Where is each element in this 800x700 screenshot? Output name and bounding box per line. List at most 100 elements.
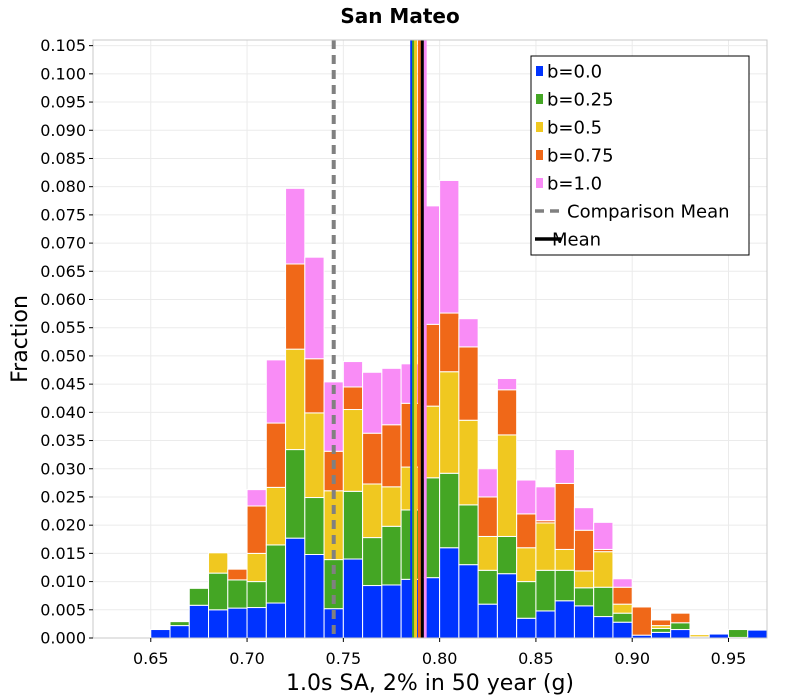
- bar-segment: [285, 449, 306, 539]
- bar-segment: [650, 619, 672, 627]
- legend-label: b=0.5: [547, 118, 602, 139]
- bar-segment: [612, 621, 633, 639]
- bar-segment: [747, 629, 768, 639]
- bar-segment: [246, 607, 267, 639]
- bar-segment: [342, 490, 364, 560]
- bar-segment: [573, 605, 595, 639]
- bar-segment: [612, 603, 633, 614]
- x-tick-label: 0.90: [614, 649, 650, 668]
- legend-label: b=0.25: [547, 90, 614, 111]
- bar-segment: [381, 367, 402, 426]
- x-axis-label: 1.0s SA, 2% in 50 year (g): [286, 671, 574, 696]
- bar-segment: [381, 486, 402, 527]
- bar-segment: [573, 507, 595, 531]
- bar-segment: [208, 609, 229, 639]
- x-tick-label: 0.70: [229, 649, 265, 668]
- bar-segment: [554, 482, 575, 550]
- bar-segment: [689, 634, 710, 638]
- bar-segment: [169, 621, 190, 627]
- bar-segment: [593, 551, 614, 588]
- bar-segment: [439, 547, 460, 639]
- bar-segment: [304, 554, 325, 639]
- bar-segment: [612, 586, 633, 605]
- bar-segment: [458, 564, 479, 639]
- bar-segment: [246, 552, 267, 583]
- bar-segment: [554, 569, 575, 602]
- bar-segment: [477, 496, 498, 537]
- bar-segment: [670, 622, 691, 631]
- bar-segment: [477, 603, 498, 639]
- bar-segment: [342, 361, 364, 388]
- bar-segment: [265, 544, 287, 604]
- y-tick-label: 0.075: [40, 205, 86, 224]
- bar-segment: [342, 386, 364, 411]
- bar-segment: [593, 586, 614, 618]
- x-tick-label: 0.80: [422, 649, 458, 668]
- y-tick-label: 0.010: [40, 572, 86, 591]
- bar-segment: [496, 434, 518, 537]
- bar-segment: [304, 412, 325, 499]
- legend: b=0.0 b=0.25 b=0.5 b=0.75 b=1.0 Comparison Me…: [530, 55, 750, 256]
- y-tick-label: 0.050: [40, 346, 86, 365]
- y-tick-label: 0.015: [40, 544, 86, 563]
- bar-segment: [304, 358, 325, 414]
- y-tick-label: 0.040: [40, 403, 86, 422]
- bar-segment: [227, 579, 248, 609]
- bar-segment: [612, 578, 633, 588]
- y-axis-label: Fraction: [8, 295, 33, 383]
- bar-segment: [573, 529, 595, 572]
- bar-segment: [342, 558, 364, 639]
- bar-segment: [516, 513, 537, 549]
- chart-title: San Mateo: [340, 4, 459, 28]
- bar-segment: [573, 570, 595, 589]
- bar-segment: [554, 548, 575, 571]
- y-tick-label: 0.060: [40, 290, 86, 309]
- legend-swatch: [536, 150, 543, 160]
- bar-segment: [227, 568, 248, 581]
- bar-segment: [458, 318, 479, 348]
- bar-segment: [439, 179, 460, 314]
- bar-segment: [535, 522, 556, 571]
- bar-segment: [708, 633, 729, 639]
- bar-segment: [554, 600, 575, 639]
- bar-segment: [381, 525, 402, 586]
- bar-segment: [516, 479, 537, 515]
- bar-segment: [593, 616, 614, 639]
- y-tick-label: 0.095: [40, 93, 86, 112]
- bar-segment: [631, 606, 652, 636]
- bar-segment: [188, 604, 210, 639]
- bar-segment: [458, 504, 479, 566]
- bar-segment: [477, 569, 498, 605]
- bar-segment: [265, 602, 287, 639]
- legend-label: Comparison Mean: [567, 202, 730, 223]
- y-tick-label: 0.035: [40, 431, 86, 450]
- y-tick-label: 0.000: [40, 629, 86, 648]
- bar-segment: [727, 629, 749, 638]
- bar-segment: [381, 584, 402, 639]
- bar-segment: [285, 537, 306, 639]
- bar-segment: [670, 629, 691, 639]
- bar-segment: [439, 312, 460, 373]
- legend-label: b=1.0: [547, 174, 602, 195]
- y-tick-label: 0.085: [40, 149, 86, 168]
- bar-segment: [535, 486, 556, 522]
- bar-segment: [535, 569, 556, 612]
- bar-segment: [246, 581, 267, 609]
- bar-segment: [362, 371, 383, 434]
- bar-segment: [650, 631, 672, 639]
- plot-frame: [92, 39, 768, 639]
- bar-segment: [208, 552, 229, 574]
- bar-segment: [496, 377, 518, 391]
- legend-label: Mean: [552, 230, 601, 251]
- legend-label: b=0.0: [547, 62, 602, 83]
- y-tick-label: 0.100: [40, 64, 86, 83]
- y-tick-label: 0.105: [40, 36, 86, 55]
- bar-segment: [362, 432, 383, 485]
- bar-segment: [265, 486, 287, 546]
- y-tick-label: 0.080: [40, 177, 86, 196]
- bar-segment: [265, 359, 287, 424]
- y-tick-label: 0.005: [40, 600, 86, 619]
- bar-segment: [573, 587, 595, 607]
- y-tick-label: 0.025: [40, 487, 86, 506]
